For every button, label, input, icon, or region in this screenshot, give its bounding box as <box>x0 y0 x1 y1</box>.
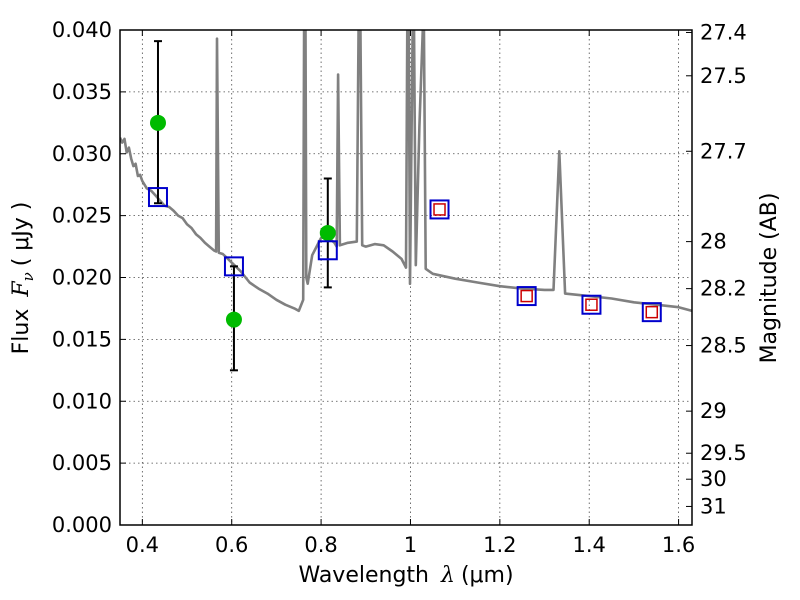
spectrum-line <box>120 30 692 313</box>
x-axis-label: Wavelength λ (μm) <box>298 563 513 588</box>
x-tick-label: 1.6 <box>662 533 695 557</box>
mag-tick-label: 29 <box>700 399 727 423</box>
x-tick-label: 0.8 <box>304 533 337 557</box>
y-tick-label: 0.040 <box>52 18 112 42</box>
synthetic-marker <box>516 286 537 307</box>
y-tick-label: 0.010 <box>52 389 112 413</box>
observed-point <box>225 311 242 328</box>
model-photometry-marker <box>433 203 446 216</box>
y-tick-label: 0.005 <box>52 451 112 475</box>
y-tick-label: 0.025 <box>52 204 112 228</box>
synthetic-marker <box>223 256 244 277</box>
model-photometry-marker <box>585 298 598 311</box>
y-axis-label: FluxFν( μJy ) <box>9 202 37 355</box>
mag-tick-label: 31 <box>700 494 727 518</box>
x-tick-label: 1 <box>404 533 417 557</box>
synthetic-marker <box>147 187 168 208</box>
y-tick-label: 0.035 <box>52 80 112 104</box>
model-photometry-marker <box>520 289 533 303</box>
plot-area <box>120 30 692 313</box>
y-tick-label: 0.020 <box>52 266 112 290</box>
mag-tick-label: 30 <box>700 467 727 491</box>
synthetic-marker <box>641 302 662 323</box>
mag-tick-label: 27.4 <box>700 20 747 44</box>
x-tick-label: 0.6 <box>215 533 248 557</box>
mag-tick-label: 28 <box>700 230 727 254</box>
mag-tick-label: 28.5 <box>700 334 747 358</box>
synthetic-marker <box>581 294 602 315</box>
synthetic-marker <box>317 240 338 261</box>
y-tick-label: 0.030 <box>52 142 112 166</box>
x-tick-label: 1.4 <box>573 533 606 557</box>
y-tick-label: 0.015 <box>52 327 112 351</box>
mag-tick-label: 27.5 <box>700 64 747 88</box>
y2-axis-label: Magnitude (AB) <box>757 193 782 364</box>
mag-tick-label: 27.7 <box>700 139 747 163</box>
mag-tick-label: 28.2 <box>700 277 747 301</box>
x-tick-label: 0.4 <box>126 533 159 557</box>
axes: 0.4 0.6 0.8 1 1.2 1.4 1.6 0.000 0.005 0.010 0.015 0… <box>52 18 747 557</box>
y-tick-label: 0.000 <box>52 513 112 537</box>
observed-point <box>319 224 336 241</box>
observed-point <box>149 114 166 131</box>
synthetic-marker <box>429 199 450 220</box>
x-tick-label: 1.2 <box>483 533 516 557</box>
markers <box>147 114 662 328</box>
mag-tick-label: 29.5 <box>700 441 747 465</box>
model-photometry-marker <box>645 305 659 319</box>
